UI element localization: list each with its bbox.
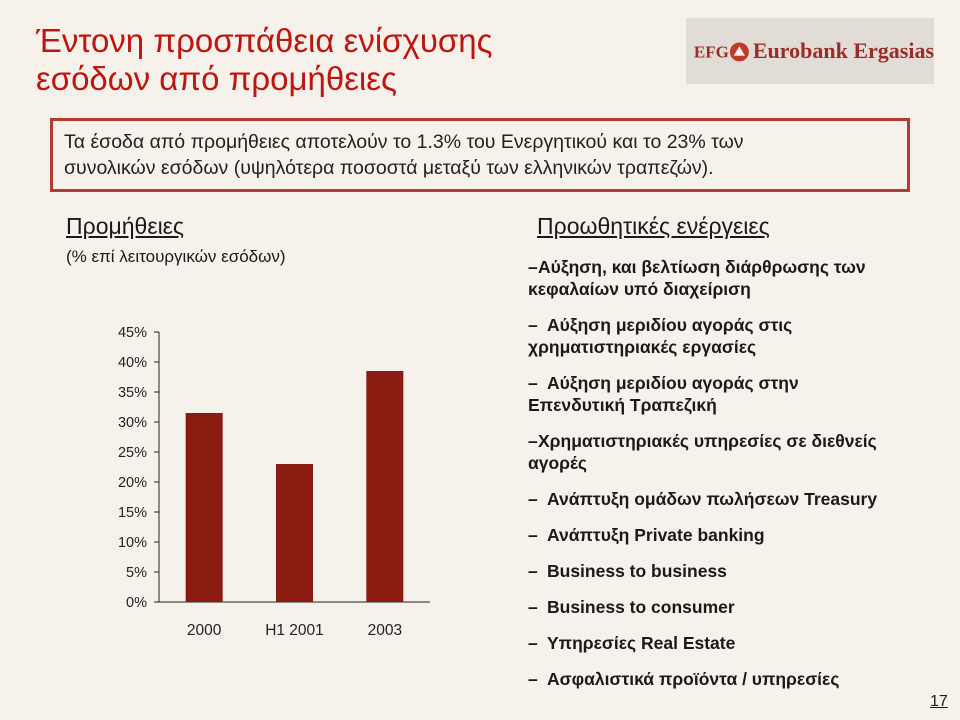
action-line-2: Επενδυτική Τραπεζική [528, 395, 717, 415]
title-line-1: Έντονη προσπάθεια ενίσχυσης [36, 22, 493, 59]
action-item: – Business to business [528, 560, 960, 582]
action-line-1: Αύξηση μεριδίου αγοράς στην [547, 373, 799, 393]
action-dash: – [528, 597, 538, 617]
action-line-2: αγορές [528, 453, 588, 473]
bar [366, 371, 404, 602]
action-item: – Υπηρεσίες Real Estate [528, 632, 960, 654]
efg-logo-icon: EFG [694, 42, 749, 62]
title-line-2: εσόδων από προμήθειες [36, 60, 397, 97]
y-tick-label: 5% [126, 565, 147, 581]
x-tick-label: 2000 [187, 622, 222, 639]
y-tick-label: 20% [118, 475, 147, 491]
intro-text: Τα έσοδα από προμήθειες αποτελούν το 1.3… [64, 129, 924, 181]
logo-triangle-shape [733, 46, 746, 56]
action-line-1: Ανάπτυξη Private banking [547, 525, 765, 545]
commissions-bar-chart: 0% 5% 10% 15% 20% 25% 30% 35% 40% 45% 2000 H1 2001 2… [118, 325, 430, 639]
action-line-1: Χρηματιστηριακές υπηρεσίες σε διεθνείς [538, 431, 877, 451]
action-item: – Αύξηση μεριδίου αγοράς στην Επενδυτική Τ… [528, 372, 960, 416]
action-dash: – [528, 257, 538, 277]
logo-text: Eurobank Ergasias [752, 38, 934, 63]
action-line-2: κεφαλαίων υπό διαχείριση [528, 279, 751, 299]
action-line-1: Αύξηση μεριδίου αγοράς στις [547, 315, 793, 335]
x-tick-label: 2003 [368, 622, 402, 639]
commissions-title: Προμήθειες [66, 213, 185, 239]
action-dash: – [528, 373, 538, 393]
action-line-1: Υπηρεσίες Real Estate [547, 633, 736, 653]
logo-mark-text: EFG [694, 43, 729, 62]
action-dash: – [528, 315, 538, 335]
bar [185, 413, 223, 602]
action-item: – Αύξηση μεριδίου αγοράς στις χρηματιστηρι… [528, 314, 960, 358]
action-line-2: χρηματιστηριακές εργασίες [528, 337, 757, 357]
y-tick-label: 35% [118, 385, 147, 401]
action-line-1: Ανάπτυξη ομάδων πωλήσεων Treasury [547, 489, 878, 509]
action-item: – Χρηματιστηριακές υπηρεσίες σε διεθνείς α… [528, 430, 960, 474]
page-number: 17 [930, 693, 948, 710]
y-tick-label: 10% [118, 535, 147, 551]
actions-list: – Αύξηση, και βελτίωση διάρθρωσης των κεφα… [528, 256, 960, 704]
action-dash: – [528, 669, 538, 689]
action-dash: – [528, 431, 538, 451]
intro-line-2: συνολικών εσόδων (υψηλότερα ποσοστά μετα… [64, 157, 714, 179]
action-item: – Business to consumer [528, 596, 960, 618]
bar [276, 464, 313, 602]
action-item: – Ανάπτυξη Private banking [528, 524, 960, 546]
y-tick-label: 30% [118, 415, 147, 431]
action-line-1: Business to business [547, 561, 727, 581]
commissions-subtitle: (% επί λειτουργικών εσόδων) [66, 247, 286, 266]
y-tick-label: 15% [118, 505, 147, 521]
bank-logo: EFG Eurobank Ergasias [686, 18, 934, 84]
action-line-1: Business to consumer [547, 597, 735, 617]
intro-box [50, 118, 910, 192]
actions-title: Προωθητικές ενέργειες [537, 213, 770, 239]
y-tick-label: 45% [118, 325, 147, 341]
action-item: – Αύξηση, και βελτίωση διάρθρωσης των κεφα… [528, 256, 960, 300]
intro-line-1: Τα έσοδα από προμήθειες αποτελούν το 1.3… [64, 131, 744, 153]
y-tick-label: 0% [126, 595, 147, 611]
action-dash: – [528, 561, 538, 581]
action-item: – Ανάπτυξη ομάδων πωλήσεων Treasury [528, 488, 960, 510]
y-tick-label: 40% [118, 355, 147, 371]
action-item: – Ασφαλιστικά προϊόντα / υπηρεσίες [528, 668, 960, 690]
action-dash: – [528, 525, 538, 545]
action-line-1: Ασφαλιστικά προϊόντα / υπηρεσίες [547, 669, 840, 689]
x-tick-label: H1 2001 [265, 622, 324, 639]
page-title: Έντονη προσπάθεια ενίσχυσης εσόδων από π… [36, 22, 636, 98]
action-line-1: Αύξηση, και βελτίωση διάρθρωσης των [538, 257, 866, 277]
y-tick-label: 25% [118, 445, 147, 461]
action-dash: – [528, 633, 538, 653]
action-dash: – [528, 489, 538, 509]
